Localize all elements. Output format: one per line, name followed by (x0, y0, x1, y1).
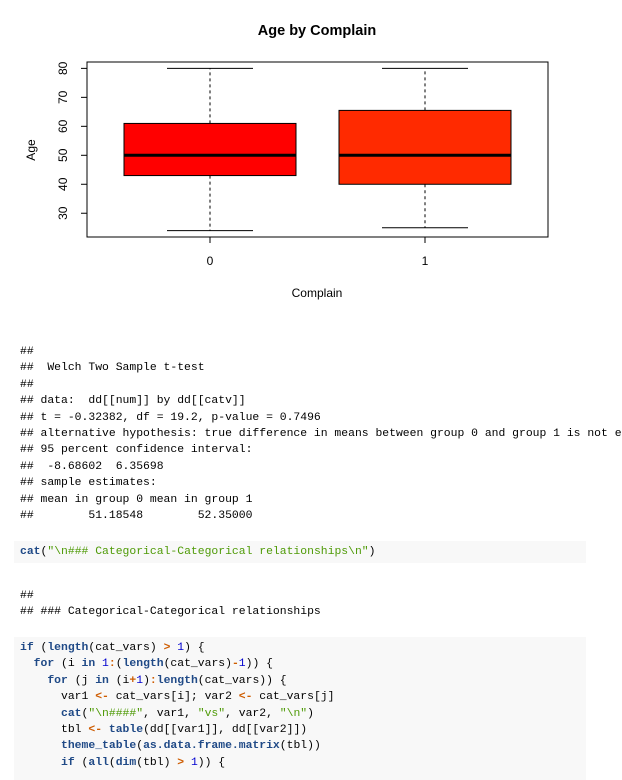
code-line: cat("\n####", var1, "vs", var2, "\n") (61, 707, 314, 720)
y-tick-label: 60 (56, 119, 70, 133)
output-line: ## (20, 590, 34, 602)
code-line: tbl <- table(dd[[var1]], dd[[var2]]) (20, 724, 308, 736)
code-line: if (length(cat_vars) > 1) { (20, 642, 205, 654)
output-line: ## data: dd[[num]] by dd[[catv]] (20, 395, 246, 408)
x-tick-label: 1 (422, 254, 429, 268)
output-line: ## alternative hypothesis: true differen… (20, 428, 622, 440)
y-tick-label: 50 (56, 148, 70, 162)
code-line: cat("\n### Categorical-Categorical relat… (20, 546, 376, 558)
chart: Age by Complain Complain Age 30 40 50 60 70 8… (24, 23, 549, 300)
code-line: for (j in (i+1):length(cat_vars)) { (47, 674, 287, 687)
box (338, 109, 512, 185)
code-line: var1 <- cat_vars[i]; var2 <- cat_vars[j] (20, 691, 335, 704)
output-line: ## mean in group 0 mean in group 1 (20, 493, 253, 506)
box (123, 122, 297, 177)
output-line: ## sample estimates: (20, 477, 157, 490)
output-line: ## (20, 378, 34, 391)
code-line: theme_table(as.data.frame.matrix(tbl)) (61, 740, 321, 753)
plot-frame (86, 61, 549, 238)
x-axis-label: Complain (292, 286, 343, 300)
y-tick-label: 40 (56, 177, 70, 191)
y-tick-label: 80 (56, 61, 70, 75)
output-line: ## Welch Two Sample t-test (20, 362, 205, 375)
output-line: ## t = -0.32382, df = 19.2, p-value = 0.… (20, 411, 321, 424)
y-tick-label: 70 (56, 90, 70, 104)
output-line: ## 51.18548 52.35000 (20, 510, 253, 522)
output-line: ## 95 percent confidence interval: (20, 444, 253, 457)
code-background (14, 637, 586, 780)
code-line: for (i in 1:(length(cat_vars)-1)) { (33, 658, 273, 671)
y-axis-label: Age (24, 139, 38, 161)
output-line: ## (20, 346, 34, 358)
output-line: ## -8.68602 6.35698 (20, 460, 164, 473)
output-line: ## ### Categorical-Categorical relations… (20, 606, 321, 619)
y-tick-label: 30 (56, 206, 70, 220)
x-tick-label: 0 (207, 254, 214, 268)
code-line: if (all(dim(tbl) > 1)) { (61, 756, 226, 769)
code-background (14, 541, 586, 563)
chart-title: Age by Complain (258, 23, 376, 39)
